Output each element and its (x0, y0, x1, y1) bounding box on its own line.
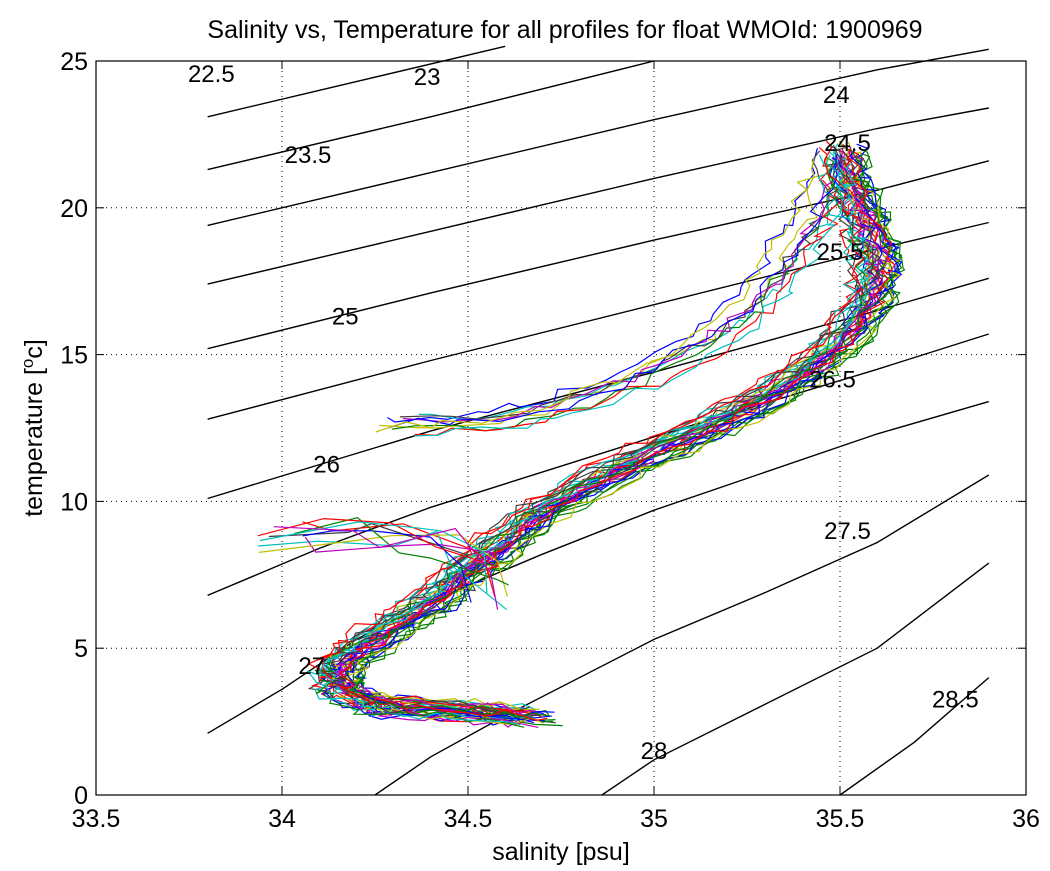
y-axis-label-tail: c] (20, 339, 48, 358)
x-tick-label: 33.5 (72, 805, 121, 833)
plot-frame (95, 60, 1027, 796)
y-axis-label: temperature [oc] (18, 339, 48, 517)
plot-background (96, 61, 1026, 795)
y-tick-label: 15 (60, 342, 88, 370)
density-contour-label-25: 25 (332, 303, 359, 330)
x-tick-label: 36 (1012, 805, 1040, 833)
density-contour-label-25.5: 25.5 (817, 239, 864, 266)
density-contour-labels: 22.5 23 23.5 24 24.5 25 25.5 26 26.5 27 27.5 28 28.5 (188, 61, 979, 765)
density-contour-22.5 (207, 45, 506, 118)
y-tick-label: 10 (60, 488, 88, 516)
density-contour-28 (839, 677, 990, 796)
profile-line (414, 163, 857, 437)
profile-line (302, 530, 472, 603)
y-axis-label-sup: o (18, 359, 37, 368)
profile-line (258, 534, 508, 597)
profile-line (306, 154, 864, 721)
y-tick-label: 25 (60, 48, 88, 76)
density-contour-label-22.5: 22.5 (188, 61, 235, 88)
x-tick-label: 34.5 (444, 805, 493, 833)
density-contour-23 (207, 60, 655, 171)
density-contour-24.5 (207, 160, 989, 350)
axis-ticks: 33.5 34 34.5 35 35.5 36 0 5 10 15 20 25 (60, 48, 1040, 833)
profile-line (321, 142, 877, 711)
profile-line (340, 150, 896, 721)
profile-line (304, 536, 495, 574)
density-contour-24 (207, 107, 989, 285)
density-contour-27 (374, 474, 990, 796)
profile-line (375, 157, 816, 433)
profile-line (344, 148, 894, 719)
chart-title: Salinity vs, Temperature for all profile… (207, 16, 922, 44)
profile-line (402, 148, 844, 423)
density-contour-26 (207, 333, 990, 597)
profile-line (387, 147, 818, 423)
profile-line (399, 146, 847, 420)
y-tick-label: 20 (60, 195, 88, 223)
profile-line (321, 156, 879, 726)
density-contour-label-27: 27 (298, 653, 325, 680)
density-contour-label-26: 26 (313, 452, 340, 479)
x-axis-label: salinity [psu] (492, 838, 630, 866)
grid-lines (96, 61, 1026, 795)
density-contour-label-28: 28 (641, 738, 668, 765)
density-contour-label-27.5: 27.5 (824, 518, 871, 545)
plot-area: 22.5 23 23.5 24 24.5 25 25.5 26 26.5 27 27.5 28 28.5… (60, 45, 1040, 833)
density-contour-23.5 (207, 48, 989, 227)
profile-line (354, 149, 903, 717)
profile-line (318, 154, 872, 726)
x-tick-label: 35.5 (816, 805, 865, 833)
density-contour-25 (207, 221, 989, 420)
profile-line (268, 523, 473, 574)
y-axis-label-main: temperature [ (20, 368, 48, 517)
y-tick-label: 0 (74, 782, 88, 810)
density-contour-27.5 (601, 562, 990, 796)
y-tick-label: 5 (74, 635, 88, 663)
profile-line (273, 526, 499, 610)
profile-line (388, 154, 838, 429)
density-contour-label-23.5: 23.5 (285, 142, 332, 169)
x-tick-label: 35 (640, 805, 668, 833)
profile-line (414, 161, 854, 436)
profile-line (321, 144, 876, 716)
density-contour-label-28.5: 28.5 (932, 687, 979, 714)
density-contour-label-24: 24 (823, 82, 850, 109)
density-contour-label-24.5: 24.5 (824, 130, 871, 157)
float-profiles (257, 140, 906, 728)
density-contour-label-23: 23 (414, 64, 441, 91)
x-tick-label: 34 (268, 805, 296, 833)
profile-line (259, 521, 488, 594)
density-contour-label-26.5: 26.5 (809, 367, 856, 394)
